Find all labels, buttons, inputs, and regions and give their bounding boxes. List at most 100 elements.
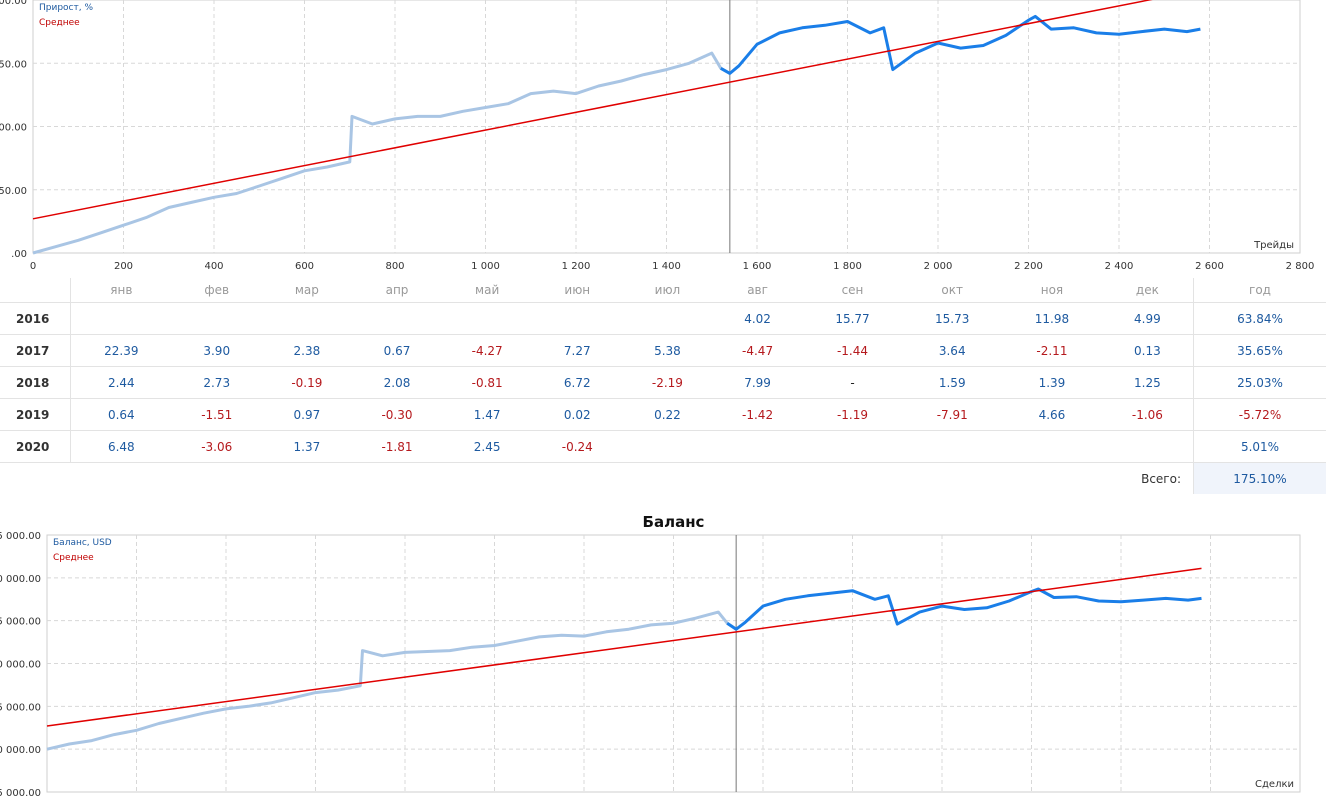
month-value: -1.51 xyxy=(171,398,262,431)
y-tick-label: 50.00 xyxy=(0,59,27,70)
month-value xyxy=(261,302,352,335)
month-value xyxy=(532,302,623,335)
month-value: - xyxy=(802,366,903,399)
x-axis-label: Сделки xyxy=(1255,779,1294,790)
month-value: -0.19 xyxy=(261,366,352,399)
month-value: 1.37 xyxy=(261,430,352,463)
series-1 xyxy=(46,567,1202,727)
y-tick-label: 00.00 xyxy=(0,0,27,7)
x-tick-label: 800 xyxy=(385,261,404,270)
y-tick-label: 5 000.00 xyxy=(0,702,41,713)
x-tick-label: 2 800 xyxy=(1286,261,1315,270)
series-line-past xyxy=(32,51,731,255)
month-value: -4.47 xyxy=(712,334,803,367)
x-tick-label: 1 200 xyxy=(562,261,591,270)
column-header: год xyxy=(1193,278,1326,303)
month-value: 22.39 xyxy=(70,334,172,367)
column-header: апр xyxy=(351,278,443,303)
year-total: 35.65% xyxy=(1193,334,1326,367)
month-value: 7.27 xyxy=(532,334,623,367)
header-blank xyxy=(0,278,71,303)
y-tick-label: 5 000.00 xyxy=(0,617,41,628)
series-0 xyxy=(32,14,1201,255)
year-total: -5.72% xyxy=(1193,398,1326,431)
month-value: 0.02 xyxy=(532,398,623,431)
month-value xyxy=(902,430,1003,463)
column-header: мар xyxy=(261,278,352,303)
y-tick-label: 5 000.00 xyxy=(0,788,41,799)
table-row: 2019 0.64 -1.51 0.97 -0.30 1.47 0.02 0.22 -1.42-… xyxy=(0,398,1326,431)
year-label: 2016 xyxy=(0,302,71,335)
month-value: 2.44 xyxy=(70,366,172,399)
month-value: -1.06 xyxy=(1101,398,1194,431)
balance-chart: Баланс 5 000.00 0 000.00 5 000.00 0 000.00 5 … xyxy=(0,513,1301,799)
month-value: -0.24 xyxy=(532,430,623,463)
average-line xyxy=(46,567,1202,727)
month-value: 2.38 xyxy=(261,334,352,367)
month-value: -1.44 xyxy=(802,334,903,367)
year-label: 2019 xyxy=(0,398,71,431)
x-tick-label: 1 800 xyxy=(833,261,862,270)
series-line-current xyxy=(720,14,1201,75)
x-tick-label: 2 000 xyxy=(924,261,953,270)
monthly-table: янв фев мар апр май июн июл авг сен окт ноя дек год 2… xyxy=(0,278,1326,494)
month-value: 0.13 xyxy=(1101,334,1194,367)
year-label: 2020 xyxy=(0,430,71,463)
x-tick-label: 1 400 xyxy=(652,261,681,270)
y-tick-label: .00 xyxy=(11,249,27,260)
series-0 xyxy=(46,587,1202,751)
table-row: 2017 22.39 3.90 2.38 0.67 -4.27 7.27 5.38 -4.47-… xyxy=(0,334,1326,367)
month-value: 15.73 xyxy=(902,302,1003,335)
y-tick-label: 0 000.00 xyxy=(0,660,41,671)
month-value: -1.81 xyxy=(351,430,443,463)
x-tick-label: 600 xyxy=(295,261,314,270)
month-value: 15.77 xyxy=(802,302,903,335)
column-header: окт xyxy=(902,278,1003,303)
table-header-row: янв фев мар апр май июн июл авг сен окт ноя дек год xyxy=(0,278,1326,303)
monthly-returns-table: янв фев мар апр май июн июл авг сен окт ноя дек год 2… xyxy=(0,278,1326,494)
legend-entry: Среднее xyxy=(53,553,94,563)
summary-label: Всего: xyxy=(1141,471,1181,486)
summary-row: Всего: 175.10% xyxy=(0,462,1326,494)
month-value: 2.73 xyxy=(171,366,262,399)
year-total: 63.84% xyxy=(1193,302,1326,335)
x-tick-label: 2 200 xyxy=(1014,261,1043,270)
month-value: -3.06 xyxy=(171,430,262,463)
month-value: 2.08 xyxy=(351,366,443,399)
month-value xyxy=(351,302,443,335)
month-value xyxy=(622,430,713,463)
month-value xyxy=(622,302,713,335)
column-header: янв xyxy=(70,278,172,303)
column-header: ноя xyxy=(1002,278,1102,303)
month-value: 1.59 xyxy=(902,366,1003,399)
month-value xyxy=(802,430,903,463)
month-value: -1.19 xyxy=(802,398,903,431)
month-value xyxy=(1002,430,1102,463)
table-row: 2016 4.02 15.77 15.73 11.98 4.99 63.84% xyxy=(0,302,1326,335)
legend-entry: Среднее xyxy=(39,18,80,28)
legend-entry: Баланс, USD xyxy=(53,538,112,548)
month-value: 6.72 xyxy=(532,366,623,399)
column-header: сен xyxy=(802,278,903,303)
month-value: 0.67 xyxy=(351,334,443,367)
y-tick-label: 0 000.00 xyxy=(0,745,41,756)
month-value: 3.64 xyxy=(902,334,1003,367)
x-tick-label: 2 600 xyxy=(1195,261,1224,270)
year-total: 25.03% xyxy=(1193,366,1326,399)
series-1 xyxy=(32,0,1153,220)
month-value: -0.30 xyxy=(351,398,443,431)
month-value: 4.66 xyxy=(1002,398,1102,431)
y-tick-label: 00.00 xyxy=(0,123,27,134)
x-tick-label: 200 xyxy=(114,261,133,270)
y-tick-label: 0 000.00 xyxy=(0,574,41,585)
column-header: июл xyxy=(622,278,713,303)
month-value: 5.38 xyxy=(622,334,713,367)
column-header: авг xyxy=(712,278,803,303)
table-row: 2020 6.48 -3.06 1.37 -1.81 2.45 -0.24 5.01% xyxy=(0,430,1326,463)
summary-value: 175.10% xyxy=(1193,462,1326,494)
month-value: 11.98 xyxy=(1002,302,1102,335)
x-tick-label: 0 xyxy=(30,261,36,270)
month-value: -4.27 xyxy=(442,334,533,367)
column-header: фев xyxy=(171,278,262,303)
year-total: 5.01% xyxy=(1193,430,1326,463)
